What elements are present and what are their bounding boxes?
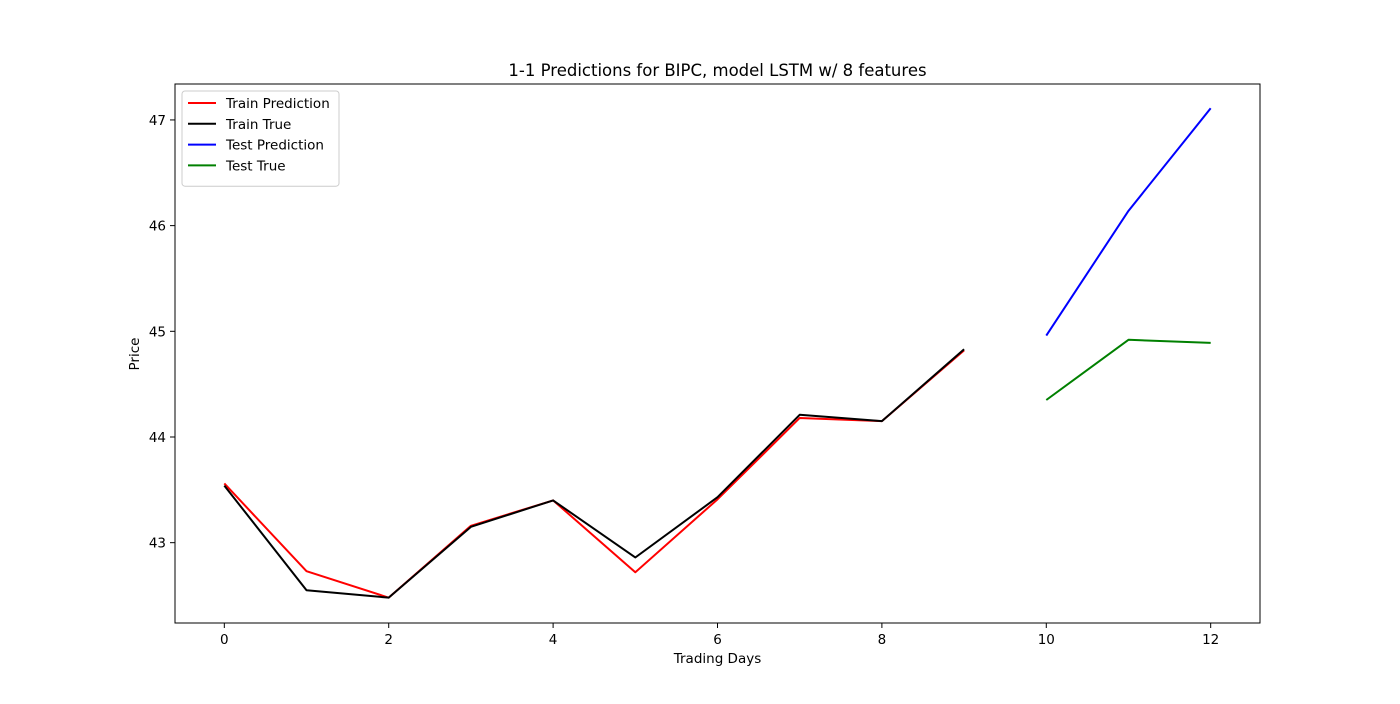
x-tick-label: 0 xyxy=(220,632,229,648)
x-axis: 0 2 4 6 8 10 12 xyxy=(220,623,1219,648)
x-axis-label: Trading Days xyxy=(673,651,762,667)
x-tick-label: 12 xyxy=(1202,632,1219,648)
legend-label-test-true: Test True xyxy=(225,158,286,174)
chart-title: 1-1 Predictions for BIPC, model LSTM w/ … xyxy=(508,61,926,80)
y-axis: 43 44 45 46 47 xyxy=(149,113,175,552)
series-line-test-true xyxy=(1045,338,1211,401)
legend-label-train-true: Train True xyxy=(225,117,291,133)
x-tick-label: 6 xyxy=(713,632,722,648)
legend-label-train-prediction: Train Prediction xyxy=(225,96,330,112)
series-line-test-prediction xyxy=(1045,107,1212,337)
y-tick-label: 46 xyxy=(149,219,166,235)
x-tick-label: 10 xyxy=(1038,632,1055,648)
x-tick-label: 8 xyxy=(878,632,887,648)
legend-label-test-prediction: Test Prediction xyxy=(225,138,324,154)
y-axis-label: Price xyxy=(127,338,143,371)
y-tick-label: 44 xyxy=(149,430,166,446)
plot-area xyxy=(174,83,1261,624)
x-tick-label: 4 xyxy=(549,632,558,648)
x-tick-label: 2 xyxy=(384,632,393,648)
legend-box xyxy=(181,90,340,187)
legend: Train Prediction Train True Test Predictio… xyxy=(181,90,340,187)
y-tick-label: 47 xyxy=(149,113,166,129)
series-line-train-prediction xyxy=(223,349,965,599)
series-line-train-true xyxy=(223,348,965,599)
y-tick-label: 45 xyxy=(149,324,166,340)
y-tick-label: 43 xyxy=(149,536,166,552)
